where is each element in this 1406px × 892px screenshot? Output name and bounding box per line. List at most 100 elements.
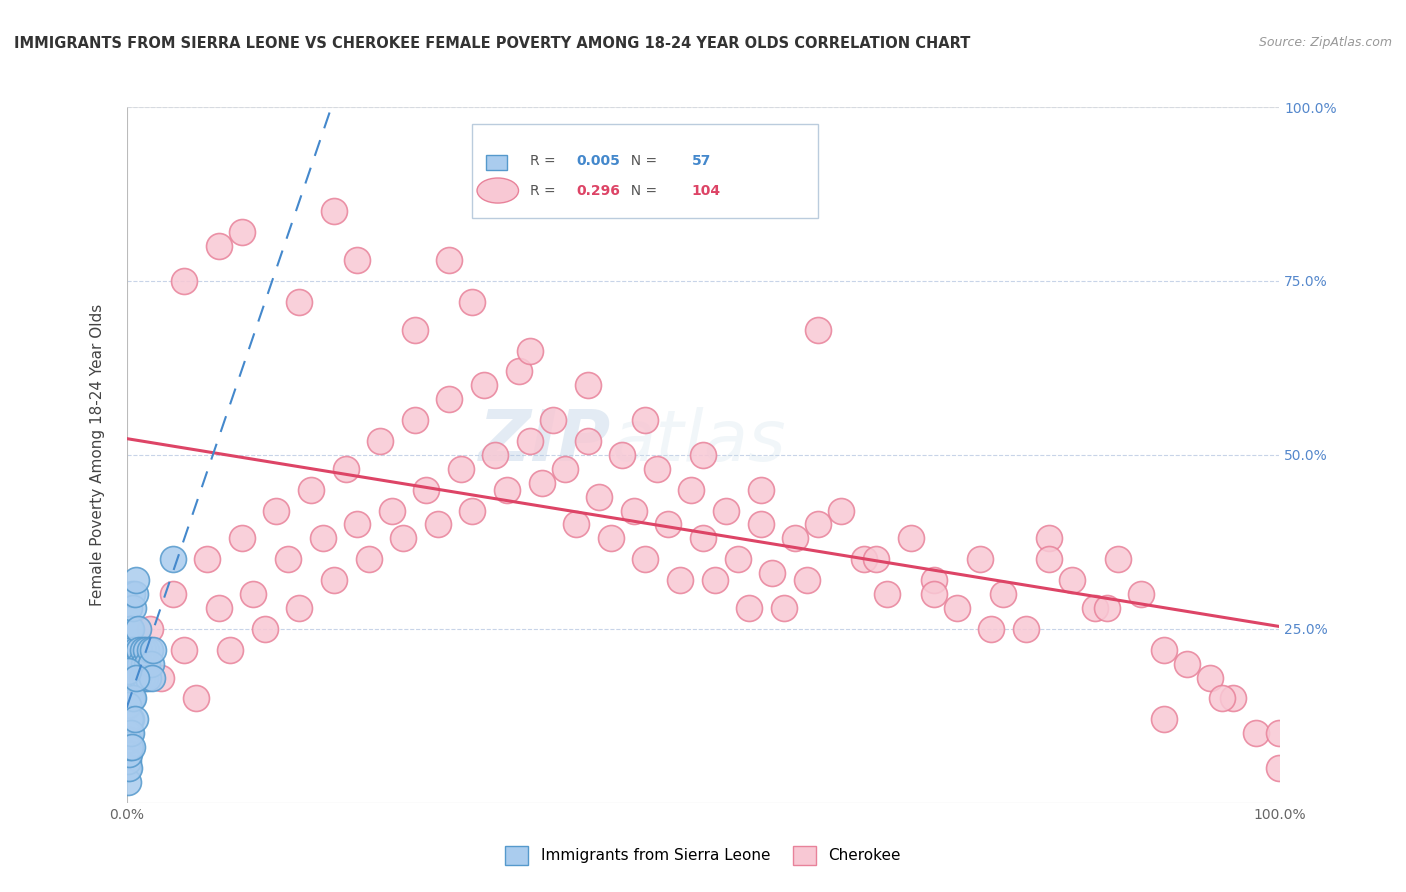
Point <box>657 517 679 532</box>
Point <box>576 378 599 392</box>
Point <box>138 622 160 636</box>
Point <box>969 552 991 566</box>
Point <box>381 503 404 517</box>
Point <box>439 392 461 407</box>
Point <box>1175 657 1198 671</box>
Point <box>554 155 576 169</box>
Point <box>576 434 599 448</box>
Point <box>117 698 139 713</box>
Point <box>135 642 157 657</box>
Text: 0.296: 0.296 <box>576 184 620 197</box>
Point <box>472 378 495 392</box>
Point <box>703 573 725 587</box>
Point <box>599 532 621 546</box>
Point <box>1222 691 1244 706</box>
Point <box>749 517 772 532</box>
Point <box>150 671 173 685</box>
Point <box>1084 601 1107 615</box>
Point <box>761 566 783 581</box>
Point <box>588 490 610 504</box>
Point <box>118 671 141 685</box>
Point <box>669 573 692 587</box>
Point <box>692 448 714 462</box>
Point <box>1038 552 1060 566</box>
Point <box>645 462 668 476</box>
Point <box>124 657 146 671</box>
Point <box>1211 691 1233 706</box>
Point <box>496 483 519 497</box>
Point <box>142 642 165 657</box>
Point <box>121 587 143 601</box>
Point <box>127 657 149 671</box>
Point <box>122 601 145 615</box>
Point <box>450 462 472 476</box>
Point <box>141 671 163 685</box>
Point <box>208 601 231 615</box>
Point <box>853 552 876 566</box>
Point <box>461 294 484 309</box>
Point <box>991 587 1014 601</box>
Point <box>125 657 148 671</box>
Point <box>117 761 139 775</box>
Point <box>277 552 299 566</box>
Text: R =: R = <box>530 184 560 197</box>
Point <box>139 657 162 671</box>
Point <box>138 642 160 657</box>
Point <box>346 253 368 268</box>
Text: IMMIGRANTS FROM SIERRA LEONE VS CHEROKEE FEMALE POVERTY AMONG 18-24 YEAR OLDS CO: IMMIGRANTS FROM SIERRA LEONE VS CHEROKEE… <box>14 36 970 51</box>
Point <box>118 747 141 761</box>
Point <box>519 434 541 448</box>
Point <box>392 532 415 546</box>
FancyBboxPatch shape <box>472 124 818 219</box>
Point <box>634 413 657 427</box>
Point <box>117 664 139 678</box>
Point <box>122 671 145 685</box>
Point <box>634 552 657 566</box>
Point <box>519 343 541 358</box>
Point <box>120 671 142 685</box>
Point <box>117 775 139 789</box>
Point <box>1246 726 1268 740</box>
Point <box>118 657 141 671</box>
Point <box>125 642 148 657</box>
Point <box>807 517 830 532</box>
Text: atlas: atlas <box>610 407 786 475</box>
Point <box>900 532 922 546</box>
Point <box>785 532 807 546</box>
Point <box>120 726 142 740</box>
Text: N =: N = <box>623 153 662 168</box>
Point <box>242 587 264 601</box>
Point <box>118 712 141 726</box>
Point <box>415 483 437 497</box>
Point <box>772 601 794 615</box>
Point <box>134 671 156 685</box>
Point <box>1130 587 1153 601</box>
Point <box>922 573 945 587</box>
Point <box>922 587 945 601</box>
Point <box>865 552 887 566</box>
Point <box>612 448 634 462</box>
Point <box>541 413 564 427</box>
Point <box>439 253 461 268</box>
Point <box>876 587 898 601</box>
Circle shape <box>477 178 519 203</box>
Point <box>508 364 530 378</box>
Point <box>714 503 737 517</box>
Point <box>173 274 195 288</box>
Point <box>118 761 141 775</box>
Text: 104: 104 <box>692 184 721 197</box>
Point <box>127 671 149 685</box>
Point <box>368 434 391 448</box>
Point <box>830 503 852 517</box>
Point <box>138 671 160 685</box>
Point <box>117 740 139 755</box>
Point <box>132 657 155 671</box>
Point <box>125 671 148 685</box>
Point <box>117 754 139 768</box>
Point <box>131 642 153 657</box>
Point <box>118 726 141 740</box>
Text: 57: 57 <box>692 153 711 168</box>
Point <box>118 642 141 657</box>
Point <box>117 691 139 706</box>
Point <box>1060 573 1083 587</box>
